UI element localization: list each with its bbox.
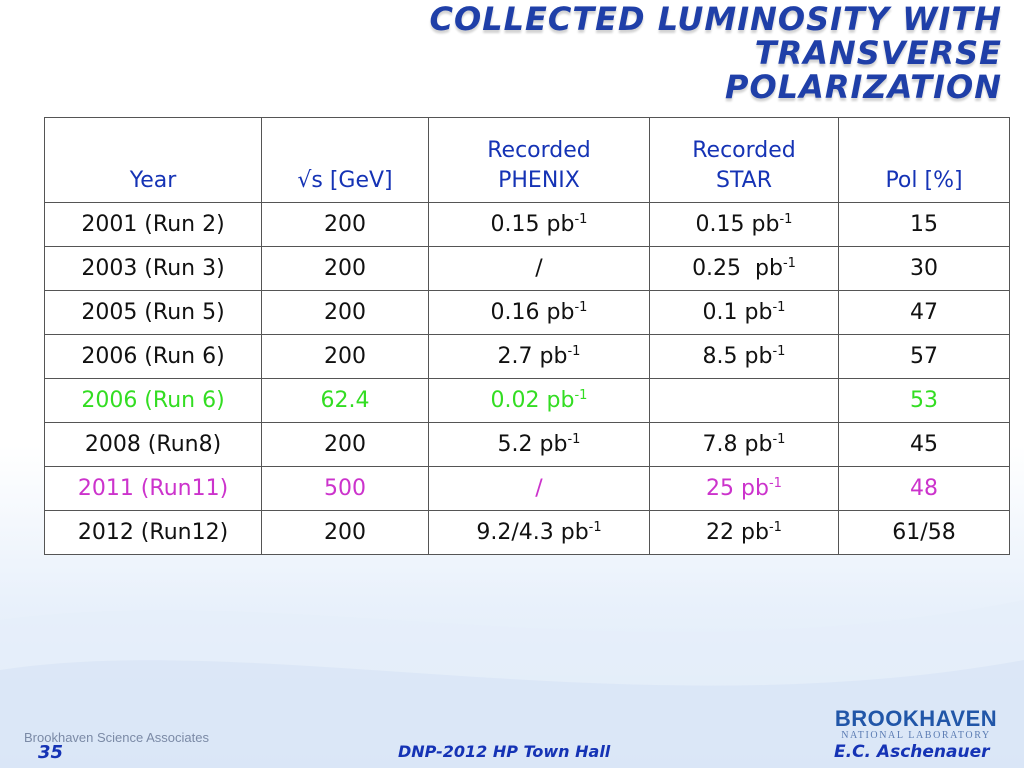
logo-main-text: BROOKHAVEN [834, 706, 998, 731]
header-year: Year [44, 117, 262, 203]
cell-year: 2003 (Run 3) [44, 246, 262, 291]
cell-star: 0.15 pb-1 [649, 202, 839, 247]
cell-phenix-value: 2.7 pb [497, 344, 568, 369]
cell-phenix: / [428, 466, 650, 511]
header-recorded-star: Recorded STAR [649, 117, 839, 203]
cell-phenix-value: 0.02 pb [490, 388, 575, 413]
cell-sqrt-s: 500 [261, 466, 429, 511]
unit-exponent: -1 [574, 212, 588, 227]
table-header-row: Year √s [GeV] Recorded PHENIX Recorded S… [44, 117, 1010, 203]
cell-phenix: 9.2/4.3 pb-1 [428, 510, 650, 555]
cell-star: 25 pb-1 [649, 466, 839, 511]
table-row-highlight-green: 2006 (Run 6) 62.4 0.02 pb-1 53 [44, 378, 1010, 423]
logo-sub-text: NATIONAL LABORATORY [841, 730, 991, 741]
cell-sqrt-s: 200 [261, 246, 429, 291]
unit-exponent: -1 [574, 300, 588, 315]
cell-year: 2008 (Run8) [44, 422, 262, 467]
table-row: 2008 (Run8) 200 5.2 pb-1 7.8 pb-1 45 [44, 422, 1010, 467]
cell-star: 22 pb-1 [649, 510, 839, 555]
cell-year: 2006 (Run 6) [44, 334, 262, 379]
cell-star: 8.5 pb-1 [649, 334, 839, 379]
cell-year: 2012 (Run12) [44, 510, 262, 555]
cell-pol: 15 [838, 202, 1010, 247]
cell-phenix: 5.2 pb-1 [428, 422, 650, 467]
cell-pol: 53 [838, 378, 1010, 423]
cell-star-value: 0.15 pb [695, 212, 780, 237]
header-sqrt-s: √s [GeV] [261, 117, 429, 203]
unit-exponent: -1 [567, 432, 581, 447]
cell-star-value: 0.25 pb [692, 256, 783, 281]
cell-star: 0.1 pb-1 [649, 290, 839, 335]
unit-exponent: -1 [782, 256, 796, 271]
organization-label: Brookhaven Science Associates [24, 730, 209, 745]
cell-phenix: 0.15 pb-1 [428, 202, 650, 247]
cell-phenix: / [428, 246, 650, 291]
cell-star-value: 22 pb [706, 520, 769, 545]
footer-event-title: DNP-2012 HP Town Hall [398, 742, 611, 761]
cell-sqrt-s: 200 [261, 334, 429, 379]
cell-star-value: 7.8 pb [702, 432, 773, 457]
cell-star-value: 25 pb [706, 476, 769, 501]
brookhaven-logo: BROOKHAVEN NATIONAL LABORATORY [832, 708, 1000, 742]
cell-pol: 30 [838, 246, 1010, 291]
cell-year: 2011 (Run11) [44, 466, 262, 511]
cell-phenix-value: 5.2 pb [497, 432, 568, 457]
cell-pol: 47 [838, 290, 1010, 335]
cell-star: 7.8 pb-1 [649, 422, 839, 467]
unit-exponent: -1 [768, 520, 782, 535]
cell-phenix-value: 0.16 pb [490, 300, 575, 325]
background-swoosh [0, 600, 1024, 768]
cell-sqrt-s: 200 [261, 202, 429, 247]
cell-phenix-value: 0.15 pb [490, 212, 575, 237]
cell-star: 0.25 pb-1 [649, 246, 839, 291]
cell-year: 2001 (Run 2) [44, 202, 262, 247]
unit-exponent: -1 [574, 388, 588, 403]
cell-year: 2005 (Run 5) [44, 290, 262, 335]
cell-phenix: 0.02 pb-1 [428, 378, 650, 423]
cell-pol: 61/58 [838, 510, 1010, 555]
unit-exponent: -1 [567, 344, 581, 359]
table-row-highlight-purple: 2011 (Run11) 500 / 25 pb-1 48 [44, 466, 1010, 511]
header-recorded-star-label: Recorded STAR [692, 138, 796, 193]
unit-exponent: -1 [772, 432, 786, 447]
table-row: 2006 (Run 6) 200 2.7 pb-1 8.5 pb-1 57 [44, 334, 1010, 379]
header-recorded-phenix: Recorded PHENIX [428, 117, 650, 203]
unit-exponent: -1 [768, 476, 782, 491]
cell-year: 2006 (Run 6) [44, 378, 262, 423]
luminosity-table: Year √s [GeV] Recorded PHENIX Recorded S… [44, 117, 1010, 555]
unit-exponent: -1 [772, 344, 786, 359]
table-row: 2003 (Run 3) 200 / 0.25 pb-1 30 [44, 246, 1010, 291]
table-row: 2001 (Run 2) 200 0.15 pb-1 0.15 pb-1 15 [44, 202, 1010, 247]
cell-star-value: 8.5 pb [702, 344, 773, 369]
slide-number: 35 [38, 742, 64, 763]
slide-title: COLLECTED LUMINOSITY WITH TRANSVERSE POL… [182, 2, 1002, 104]
cell-pol: 45 [838, 422, 1010, 467]
cell-sqrt-s: 200 [261, 510, 429, 555]
cell-phenix: 0.16 pb-1 [428, 290, 650, 335]
cell-sqrt-s: 62.4 [261, 378, 429, 423]
slide-title-line-1: COLLECTED LUMINOSITY WITH TRANSVERSE [429, 0, 1002, 72]
author-name: E.C. Aschenauer [834, 742, 990, 762]
cell-pol: 48 [838, 466, 1010, 511]
unit-exponent: -1 [772, 300, 786, 315]
cell-star-value: 0.1 pb [702, 300, 773, 325]
cell-pol: 57 [838, 334, 1010, 379]
slide-title-line-2: POLARIZATION [725, 68, 1002, 106]
cell-star [649, 378, 839, 423]
cell-sqrt-s: 200 [261, 290, 429, 335]
cell-phenix: 2.7 pb-1 [428, 334, 650, 379]
cell-sqrt-s: 200 [261, 422, 429, 467]
cell-phenix-value: 9.2/4.3 pb [476, 520, 589, 545]
table-row: 2005 (Run 5) 200 0.16 pb-1 0.1 pb-1 47 [44, 290, 1010, 335]
unit-exponent: -1 [779, 212, 793, 227]
header-recorded-phenix-label: Recorded PHENIX [487, 138, 591, 193]
unit-exponent: -1 [588, 520, 602, 535]
table-row: 2012 (Run12) 200 9.2/4.3 pb-1 22 pb-1 61… [44, 510, 1010, 555]
header-pol: Pol [%] [838, 117, 1010, 203]
